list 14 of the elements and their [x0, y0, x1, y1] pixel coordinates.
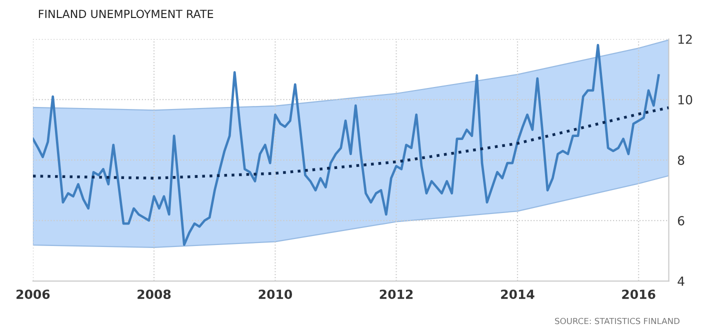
- y-tick-label: 6: [678, 216, 684, 226]
- x-tick-label: 2016: [622, 290, 656, 300]
- x-tick-label: 2012: [380, 290, 413, 300]
- y-tick-label: 8: [678, 156, 684, 165]
- line-series: [32, 106, 669, 180]
- y-tick-label: 4: [678, 276, 684, 286]
- source-note: SOURCE: STATISTICS FINLAND: [555, 318, 680, 324]
- y-tick-label: 10: [678, 95, 692, 104]
- x-tick-label: 2008: [138, 290, 171, 300]
- x-tick-label: 2006: [16, 290, 50, 300]
- x-tick-label: 2014: [501, 290, 534, 300]
- x-tick-label: 2010: [258, 290, 292, 300]
- y-tick-label: 12: [678, 34, 692, 44]
- chart-title: FINLAND UNEMPLOYMENT RATE: [38, 10, 214, 18]
